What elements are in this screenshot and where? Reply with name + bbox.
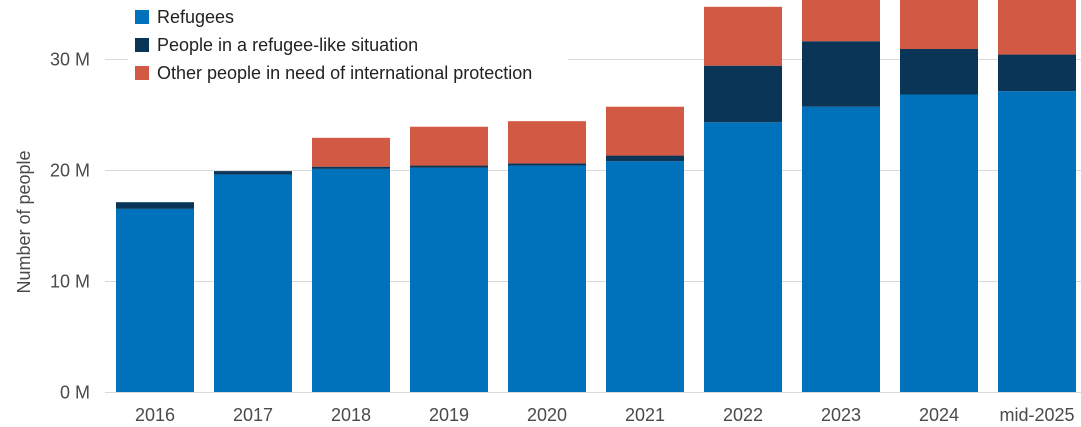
x-tick-label: 2018 bbox=[331, 405, 371, 425]
bar-2020-series-0 bbox=[508, 165, 586, 392]
legend-background bbox=[128, 0, 568, 92]
bar-mid-2025-series-0 bbox=[998, 91, 1076, 392]
x-tick-label: 2022 bbox=[723, 405, 763, 425]
bar-2022-series-0 bbox=[704, 122, 782, 393]
bar-2016-series-1 bbox=[116, 202, 194, 209]
bar-2022-series-1 bbox=[704, 65, 782, 123]
x-tick-label: 2023 bbox=[821, 405, 861, 425]
legend-label-0: Refugees bbox=[157, 7, 234, 27]
bar-2018-series-2 bbox=[312, 137, 390, 167]
bar-2024-series-0 bbox=[900, 94, 978, 393]
bar-2023-series-1 bbox=[802, 41, 880, 107]
bars bbox=[116, 0, 1076, 393]
bar-2018-series-0 bbox=[312, 168, 390, 392]
legend-label-1: People in a refugee-like situation bbox=[157, 35, 418, 55]
y-tick-label: 20 M bbox=[50, 161, 90, 181]
x-tick-label: 2021 bbox=[625, 405, 665, 425]
bar-2017-series-0 bbox=[214, 174, 292, 392]
bar-2024-series-1 bbox=[900, 49, 978, 95]
bar-2022-series-2 bbox=[704, 6, 782, 66]
x-tick-label: 2016 bbox=[135, 405, 175, 425]
legend-swatch-2 bbox=[135, 66, 149, 80]
bar-2020-series-2 bbox=[508, 121, 586, 164]
bar-2017-series-1 bbox=[214, 171, 292, 175]
bar-mid-2025-series-1 bbox=[998, 54, 1076, 92]
bar-2023-series-2 bbox=[802, 0, 880, 42]
y-axis-label: Number of people bbox=[14, 150, 34, 293]
legend-label-2: Other people in need of international pr… bbox=[157, 63, 532, 83]
bar-2020-series-1 bbox=[508, 163, 586, 166]
x-tick-label: 2024 bbox=[919, 405, 959, 425]
bar-2016-series-0 bbox=[116, 208, 194, 392]
y-axis-ticks: 0 M 10 M 20 M 30 M bbox=[50, 50, 90, 403]
bar-2019-series-0 bbox=[410, 167, 488, 392]
bar-2024-series-2 bbox=[900, 0, 978, 50]
y-tick-label: 10 M bbox=[50, 272, 90, 292]
bar-2021-series-1 bbox=[606, 155, 684, 162]
legend-swatch-1 bbox=[135, 38, 149, 52]
bar-2019-series-2 bbox=[410, 126, 488, 166]
x-tick-label: mid-2025 bbox=[999, 405, 1074, 425]
x-axis-ticks: 2016 2017 2018 2019 2020 2021 2022 2023 2024 mid-… bbox=[135, 405, 1075, 425]
bar-2018-series-1 bbox=[312, 166, 390, 169]
x-tick-label: 2020 bbox=[527, 405, 567, 425]
legend: Refugees People in a refugee-like situati… bbox=[128, 0, 568, 92]
bar-2021-series-0 bbox=[606, 161, 684, 392]
legend-swatch-0 bbox=[135, 10, 149, 24]
x-tick-label: 2019 bbox=[429, 405, 469, 425]
bar-2021-series-2 bbox=[606, 106, 684, 156]
y-tick-label: 30 M bbox=[50, 50, 90, 70]
bar-mid-2025-series-2 bbox=[998, 0, 1076, 55]
y-tick-label: 0 M bbox=[60, 383, 90, 403]
bar-2023-series-0 bbox=[802, 106, 880, 392]
x-tick-label: 2017 bbox=[233, 405, 273, 425]
bar-2019-series-1 bbox=[410, 165, 488, 168]
